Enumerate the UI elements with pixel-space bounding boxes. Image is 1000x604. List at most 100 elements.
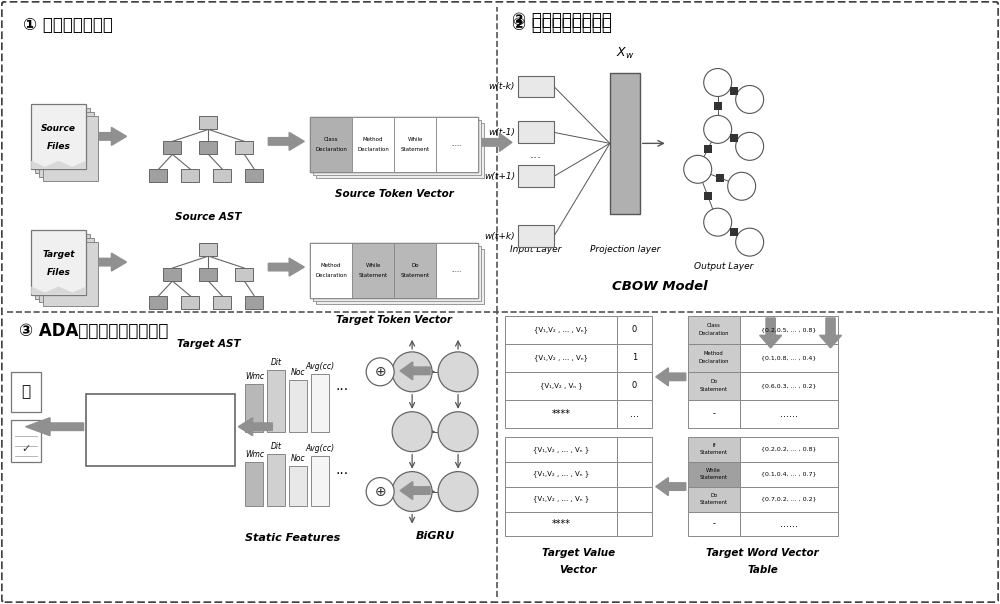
Circle shape [438, 472, 478, 512]
Text: Table: Table [747, 458, 778, 467]
Polygon shape [400, 481, 430, 500]
Bar [617, 344, 652, 372]
Bar [505, 512, 617, 536]
Text: Noc: Noc [291, 368, 306, 377]
Bar [740, 461, 838, 487]
Bar [688, 461, 740, 487]
Bar [688, 512, 740, 536]
Bar [31, 230, 86, 295]
Bar [310, 117, 352, 172]
Circle shape [704, 115, 732, 143]
Text: Target Token Vector: Target Token Vector [336, 315, 452, 325]
Bar [149, 169, 167, 182]
Bar [617, 316, 652, 344]
Text: Statement: Statement [700, 450, 728, 455]
Text: Dit: Dit [271, 442, 282, 451]
Text: If: If [712, 443, 715, 448]
Circle shape [366, 358, 394, 386]
Text: {V₁,V₂ , ... , Vₙ }: {V₁,V₂ , ... , Vₙ } [533, 496, 589, 503]
Text: {0.7,0.2, ... , 0.2}: {0.7,0.2, ... , 0.2} [761, 496, 816, 501]
Text: 0: 0 [632, 381, 637, 390]
Text: {V₁,V₂ , ... , Vₙ}: {V₁,V₂ , ... , Vₙ} [534, 355, 588, 361]
Text: Target Value: Target Value [542, 548, 615, 559]
Bar [199, 243, 217, 256]
Circle shape [392, 472, 432, 512]
Bar [213, 296, 231, 309]
Text: Declaration: Declaration [315, 147, 347, 152]
Text: ...: ... [530, 148, 542, 161]
Bar [730, 87, 738, 95]
Bar [740, 487, 838, 512]
Text: Declaration: Declaration [698, 332, 729, 336]
Text: ① 程序源代码解析: ① 程序源代码解析 [23, 16, 113, 34]
Polygon shape [482, 133, 512, 152]
Polygon shape [820, 318, 842, 348]
Text: Method: Method [363, 137, 383, 143]
Text: -: - [712, 519, 715, 528]
Text: Do: Do [710, 379, 717, 384]
Text: While: While [706, 468, 721, 473]
Text: Source AST: Source AST [175, 212, 242, 222]
Bar [740, 400, 838, 428]
Bar [505, 400, 617, 428]
Text: Dit: Dit [271, 358, 282, 367]
Bar [394, 117, 436, 172]
Bar [267, 370, 285, 432]
Bar [617, 487, 652, 512]
Polygon shape [400, 362, 430, 380]
Bar [39, 237, 94, 303]
Text: ② 节点映射和词嵌入: ② 节点映射和词嵌入 [512, 16, 612, 34]
Text: Statement: Statement [700, 500, 728, 505]
Polygon shape [31, 286, 86, 295]
Bar [313, 246, 481, 301]
Bar [11, 420, 41, 461]
Text: {0.6,0.3, ... , 0.2}: {0.6,0.3, ... , 0.2} [761, 384, 816, 388]
Text: {0.2,0.5, ... , 0.8}: {0.2,0.5, ... , 0.8} [761, 327, 816, 332]
Polygon shape [91, 127, 127, 146]
Text: Statement: Statement [401, 147, 430, 152]
Bar [199, 117, 217, 129]
Bar [617, 437, 652, 461]
Circle shape [736, 86, 764, 114]
Text: Target: Target [42, 249, 75, 259]
Bar [199, 141, 217, 155]
Text: {0.2,0.2, ... , 0.8}: {0.2,0.2, ... , 0.8} [761, 447, 816, 452]
Bar [617, 400, 652, 428]
Polygon shape [238, 418, 272, 435]
Text: 0: 0 [632, 326, 637, 335]
Text: Statement: Statement [700, 387, 728, 392]
Bar [245, 461, 263, 506]
Bar [740, 512, 838, 536]
Circle shape [684, 155, 712, 183]
Bar [245, 169, 263, 182]
Bar [181, 296, 199, 309]
Bar [704, 146, 712, 153]
Bar [311, 455, 329, 506]
Polygon shape [26, 418, 84, 435]
Text: Source Value: Source Value [540, 441, 616, 451]
Text: w(t-1): w(t-1) [488, 128, 515, 137]
Text: Class: Class [707, 324, 721, 329]
Bar [714, 102, 722, 110]
Text: w(t+1): w(t+1) [484, 172, 515, 181]
Bar [199, 268, 217, 281]
Bar [310, 243, 478, 298]
Text: Avg(cc): Avg(cc) [306, 362, 335, 371]
Bar [289, 380, 307, 432]
Bar [617, 461, 652, 487]
Polygon shape [656, 368, 686, 386]
Bar [505, 372, 617, 400]
Text: {V₁,V₂ , ... , Vₙ }: {V₁,V₂ , ... , Vₙ } [533, 446, 589, 452]
Text: While: While [407, 137, 423, 143]
Text: Statement: Statement [401, 273, 430, 278]
Bar [505, 316, 617, 344]
Bar [43, 116, 98, 181]
Text: Static Features: Static Features [245, 533, 340, 544]
Circle shape [366, 478, 394, 506]
Polygon shape [760, 318, 782, 348]
Text: {0.1,0.4, ... , 0.7}: {0.1,0.4, ... , 0.7} [761, 472, 816, 477]
Text: ...: ... [336, 463, 349, 477]
Circle shape [736, 228, 764, 256]
Bar [313, 120, 481, 175]
Polygon shape [656, 478, 686, 495]
